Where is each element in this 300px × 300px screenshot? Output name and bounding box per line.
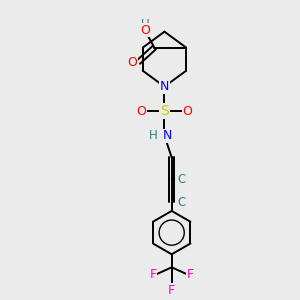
Text: N: N [163,129,172,142]
Text: O: O [128,56,138,68]
Text: C: C [178,172,186,186]
Text: C: C [178,196,186,209]
Text: O: O [141,24,151,37]
Text: S: S [160,104,169,118]
Text: N: N [160,80,169,93]
Text: O: O [183,105,193,118]
Text: O: O [136,105,146,118]
Text: H: H [149,129,158,142]
Text: F: F [187,268,194,281]
Text: F: F [149,268,157,281]
Text: F: F [168,284,175,297]
Text: H: H [141,18,150,31]
